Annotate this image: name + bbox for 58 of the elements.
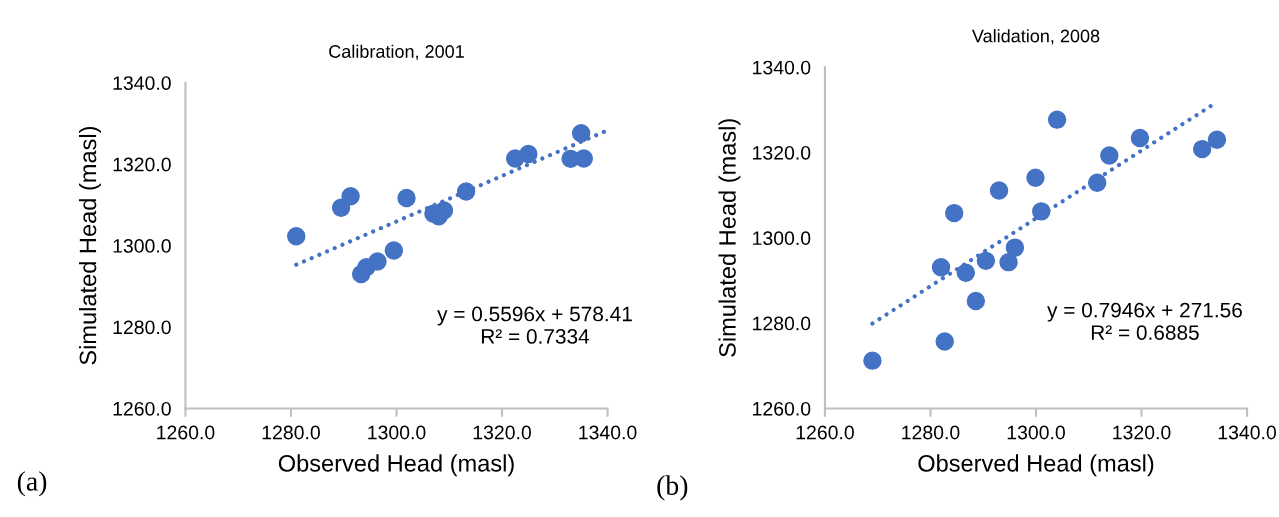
point bbox=[434, 201, 454, 220]
y-tick-label: 1260.0 bbox=[753, 401, 811, 416]
point bbox=[1032, 202, 1051, 221]
y-axis-title: Simulated Head (masl) bbox=[718, 119, 741, 357]
point bbox=[571, 124, 591, 143]
x-tick-label: 1300.0 bbox=[1007, 425, 1065, 440]
y-tick-label: 1300.0 bbox=[753, 231, 811, 246]
point bbox=[989, 181, 1009, 200]
y-tick-label: 1320.0 bbox=[753, 145, 811, 160]
x-tick-label: 1260.0 bbox=[796, 425, 854, 440]
point bbox=[384, 241, 404, 260]
x-tick-label: 1340.0 bbox=[1218, 425, 1276, 440]
point bbox=[331, 198, 351, 217]
point bbox=[945, 203, 964, 223]
point bbox=[1207, 130, 1227, 149]
y-tick-label: 1280.0 bbox=[753, 316, 811, 331]
point bbox=[287, 227, 306, 246]
point bbox=[1087, 173, 1107, 192]
chart-title: Calibration, 2001 bbox=[329, 44, 464, 61]
text: (a) bbox=[17, 471, 47, 497]
x-tick-label: 1280.0 bbox=[262, 425, 320, 440]
point bbox=[1100, 146, 1119, 165]
y-tick-label: 1320.0 bbox=[113, 157, 171, 172]
point bbox=[966, 291, 986, 311]
point bbox=[1130, 128, 1150, 148]
point bbox=[368, 252, 387, 271]
x-tick-label: 1300.0 bbox=[368, 425, 426, 440]
point bbox=[931, 258, 951, 277]
annotation: y = 0.5596x + 578.41 R² = 0.7334 bbox=[437, 306, 632, 344]
x-tick-label: 1260.0 bbox=[157, 425, 215, 440]
text: (b) bbox=[657, 475, 688, 501]
x-axis-title: Observed Head (masl) bbox=[278, 454, 514, 477]
point bbox=[519, 144, 538, 164]
y-axis-title: Simulated Head (masl) bbox=[78, 126, 101, 365]
y-tick-label: 1300.0 bbox=[113, 239, 171, 253]
point bbox=[341, 187, 360, 206]
y-tick-label: 1260.0 bbox=[113, 401, 171, 416]
x-tick-label: 1320.0 bbox=[1113, 425, 1171, 440]
y-tick-label: 1280.0 bbox=[113, 320, 171, 335]
point bbox=[956, 263, 976, 282]
x-tick-label: 1320.0 bbox=[473, 425, 531, 440]
point bbox=[1047, 110, 1067, 129]
y-tick-label: 1340.0 bbox=[753, 60, 811, 75]
x-axis-title: Observed Head (masl) bbox=[918, 454, 1154, 477]
point bbox=[456, 182, 476, 201]
point bbox=[397, 188, 416, 208]
x-tick-label: 1340.0 bbox=[579, 425, 637, 440]
point bbox=[1005, 238, 1025, 257]
point bbox=[1192, 139, 1212, 159]
point bbox=[1026, 168, 1045, 187]
annotation: y = 0.7946x + 271.56 R² = 0.6885 bbox=[1047, 302, 1242, 340]
point bbox=[935, 332, 954, 351]
x-tick-label: 1280.0 bbox=[902, 425, 960, 440]
point bbox=[863, 351, 882, 370]
point bbox=[976, 251, 996, 271]
y-tick-label: 1340.0 bbox=[113, 76, 171, 90]
point bbox=[999, 252, 1018, 272]
chart-title: Validation, 2008 bbox=[971, 29, 1100, 45]
